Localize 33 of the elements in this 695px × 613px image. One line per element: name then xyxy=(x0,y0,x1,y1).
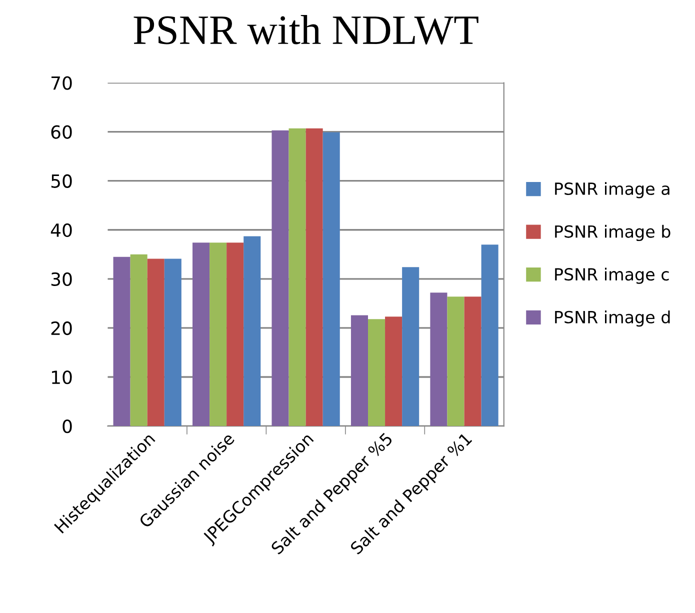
bar xyxy=(447,296,464,426)
bar xyxy=(368,319,386,426)
legend-label: PSNR image a xyxy=(555,182,670,198)
chart-title: PSNR with NDLWT xyxy=(134,14,478,44)
bar xyxy=(226,242,244,426)
y-tick-label: 60 xyxy=(51,125,72,139)
bar xyxy=(402,267,420,426)
bar xyxy=(272,130,289,426)
y-tick-label: 10 xyxy=(52,370,72,384)
bar xyxy=(385,316,402,426)
bar xyxy=(210,242,227,426)
bar xyxy=(130,254,148,426)
bar xyxy=(164,258,182,426)
y-tick-label: 30 xyxy=(51,272,72,286)
bar xyxy=(192,242,210,426)
bar xyxy=(464,296,482,426)
bar xyxy=(481,244,498,426)
legend-label: PSNR image c xyxy=(555,268,669,284)
bar xyxy=(350,315,368,426)
bar xyxy=(147,258,164,426)
y-tick-label: 50 xyxy=(51,174,72,188)
bar xyxy=(430,292,448,426)
bar xyxy=(244,236,261,426)
y-tick-label: 40 xyxy=(50,223,72,237)
legend-label: PSNR image b xyxy=(555,224,670,242)
bar xyxy=(306,128,323,426)
bar xyxy=(113,256,130,426)
y-tick-label: 0 xyxy=(62,419,72,434)
bar xyxy=(322,132,340,426)
y-tick-label: 70 xyxy=(52,76,72,90)
y-tick-label: 20 xyxy=(51,321,72,336)
bar xyxy=(288,128,306,426)
legend-label: PSNR image d xyxy=(555,310,670,327)
